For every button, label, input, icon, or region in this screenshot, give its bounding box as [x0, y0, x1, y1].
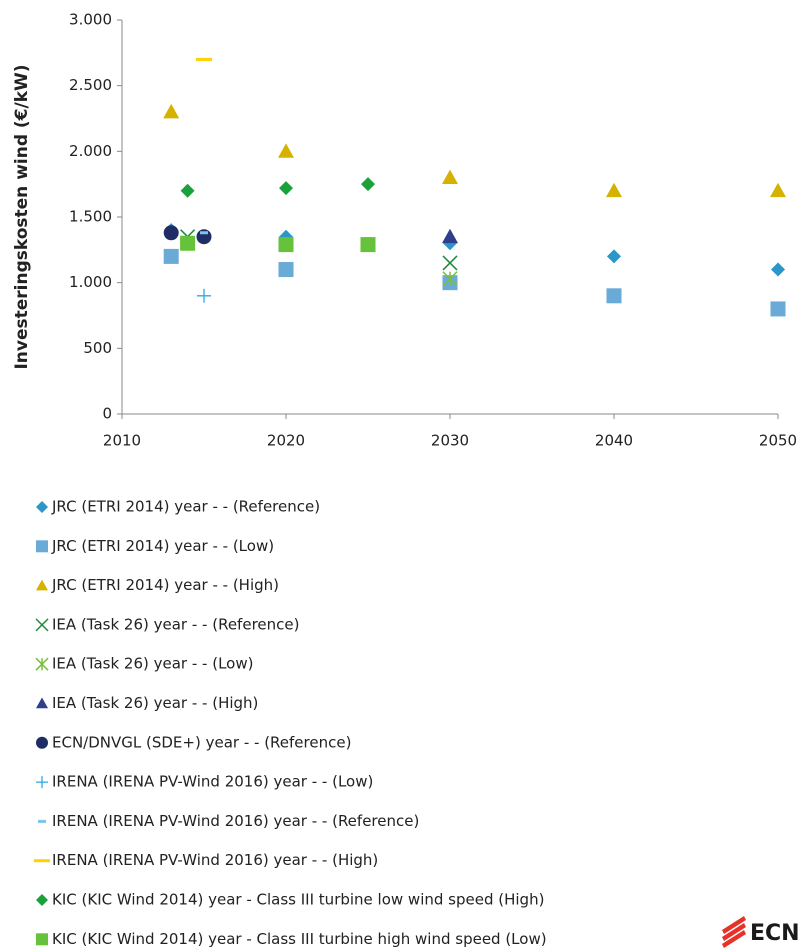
y-tick-label: 2.000 — [69, 142, 112, 160]
marker — [770, 182, 786, 198]
marker — [163, 225, 179, 241]
marker — [606, 182, 622, 198]
x-tick-label: 2020 — [267, 432, 305, 450]
marker — [36, 736, 48, 749]
marker — [35, 657, 49, 671]
marker — [361, 177, 375, 192]
legend-item: IRENA (IRENA PV-Wind 2016) year - - (Low… — [36, 773, 373, 791]
y-axis-title: Investeringskosten wind (€/kW) — [12, 64, 32, 369]
marker — [278, 143, 294, 158]
y-tick-label: 0 — [102, 405, 112, 423]
legend-item: IRENA (IRENA PV-Wind 2016) year - - (Ref… — [38, 812, 419, 830]
legend-item: IEA (Task 26) year - - (High) — [36, 694, 258, 712]
marker — [279, 181, 293, 196]
legend-item: IRENA (IRENA PV-Wind 2016) year - - (Hig… — [34, 851, 378, 869]
marker — [36, 501, 48, 513]
marker — [196, 57, 212, 61]
y-tick-label: 3.000 — [69, 11, 112, 29]
legend-label: IEA (Task 26) year - - (Reference) — [52, 615, 299, 633]
legend-item: JRC (ETRI 2014) year - - (Low) — [36, 537, 274, 555]
marker — [34, 859, 50, 863]
marker — [36, 579, 48, 591]
y-tick-label: 2.500 — [69, 76, 112, 94]
marker — [36, 894, 48, 906]
legend-label: JRC (ETRI 2014) year - - (Low) — [51, 537, 274, 555]
logo-text: ECN — [750, 921, 800, 946]
legend-label: JRC (ETRI 2014) year - - (High) — [51, 576, 279, 594]
marker — [36, 776, 48, 789]
marker — [606, 288, 622, 304]
legend-item: IEA (Task 26) year - - (Reference) — [35, 615, 299, 633]
legend-label: JRC (ETRI 2014) year - - (Reference) — [51, 498, 320, 516]
marker — [163, 103, 180, 119]
marker — [38, 819, 46, 823]
legend-item: JRC (ETRI 2014) year - - (Reference) — [36, 498, 320, 516]
marker — [278, 237, 294, 253]
legend-label: KIC (KIC Wind 2014) year - Class III tur… — [52, 891, 544, 909]
y-tick-label: 1.500 — [69, 208, 112, 226]
y-tick-label: 500 — [83, 339, 112, 357]
marker — [197, 288, 211, 303]
marker — [771, 262, 785, 277]
legend-label: IRENA (IRENA PV-Wind 2016) year - - (Ref… — [52, 812, 419, 830]
y-tick-label: 1.000 — [69, 273, 112, 291]
x-tick-label: 2050 — [759, 432, 797, 450]
legend-label: ECN/DNVGL (SDE+) year - - (Reference) — [52, 733, 351, 751]
legend-item: IEA (Task 26) year - - (Low) — [35, 655, 253, 673]
marker — [442, 169, 458, 184]
marker — [36, 540, 48, 553]
marker — [180, 183, 195, 198]
legend-label: KIC (KIC Wind 2014) year - Class III tur… — [52, 930, 547, 948]
legend-label: IRENA (IRENA PV-Wind 2016) year - - (Low… — [52, 773, 373, 791]
legend-item: KIC (KIC Wind 2014) year - Class III tur… — [36, 930, 547, 948]
marker — [200, 231, 208, 235]
marker — [36, 933, 48, 946]
marker — [36, 697, 48, 709]
x-tick-label: 2010 — [103, 432, 141, 450]
legend-label: IRENA (IRENA PV-Wind 2016) year - - (Hig… — [52, 851, 378, 869]
legend-item: JRC (ETRI 2014) year - - (High) — [36, 576, 279, 594]
legend-label: IEA (Task 26) year - - (Low) — [52, 655, 253, 673]
marker — [163, 248, 179, 264]
legend-item: ECN/DNVGL (SDE+) year - - (Reference) — [36, 733, 351, 751]
marker — [278, 262, 294, 278]
marker — [607, 249, 621, 264]
x-tick-label: 2040 — [595, 432, 633, 450]
marker — [442, 228, 458, 244]
marker — [35, 618, 49, 632]
marker — [770, 301, 786, 317]
marker — [360, 237, 376, 253]
legend-item: KIC (KIC Wind 2014) year - Class III tur… — [36, 891, 544, 909]
marker — [442, 271, 458, 287]
marker — [442, 255, 458, 271]
logo-mark — [722, 916, 746, 948]
logo: ECN — [722, 916, 800, 948]
x-tick-label: 2030 — [431, 432, 469, 450]
legend-label: IEA (Task 26) year - - (High) — [52, 694, 258, 712]
marker — [180, 235, 196, 251]
